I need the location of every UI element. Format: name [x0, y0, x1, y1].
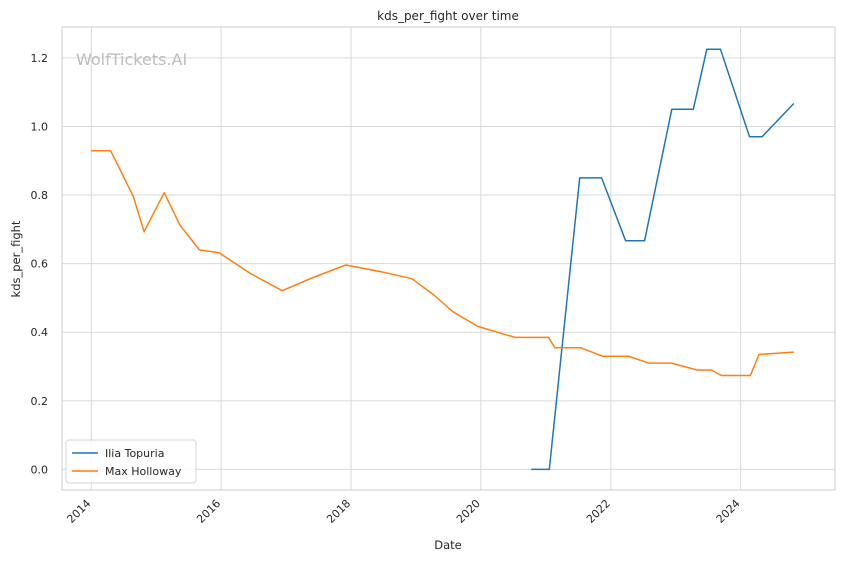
y-tick-label: 0.4 [31, 326, 49, 339]
x-tick-labels: 2014 2016 2018 2020 2022 2024 [64, 497, 742, 526]
y-tick-label: 1.2 [31, 52, 49, 65]
y-tick-label: 0.2 [31, 395, 49, 408]
series-line-ilia-topuria [531, 48, 795, 471]
legend-box [65, 439, 197, 484]
x-tick-label: 2020 [454, 497, 483, 526]
legend-label-ilia-topuria: Ilia Topuria [105, 447, 164, 460]
series [91, 48, 795, 471]
x-tick-label: 2016 [194, 497, 223, 526]
x-axis-label: Date [434, 538, 462, 552]
chart-title: kds_per_fight over time [377, 9, 519, 23]
legend: Ilia Topuria Max Holloway [65, 439, 197, 484]
x-tick-label: 2024 [714, 497, 743, 526]
plot-frame [61, 26, 836, 491]
legend-label-max-holloway: Max Holloway [105, 465, 182, 478]
series-line-max-holloway [91, 150, 794, 377]
watermark: WolfTickets.AI [76, 50, 187, 69]
x-tick-label: 2022 [584, 497, 613, 526]
y-tick-labels: 0.0 0.2 0.4 0.6 0.8 1.0 1.2 [31, 52, 49, 477]
x-tick-label: 2014 [64, 497, 93, 526]
grid [62, 27, 835, 490]
y-tick-label: 1.0 [31, 120, 49, 133]
y-axis-label: kds_per_fight [9, 220, 23, 297]
y-tick-label: 0.8 [31, 189, 49, 202]
x-tick-label: 2018 [324, 497, 353, 526]
y-tick-label: 0.0 [31, 463, 49, 476]
y-tick-label: 0.6 [31, 258, 49, 271]
